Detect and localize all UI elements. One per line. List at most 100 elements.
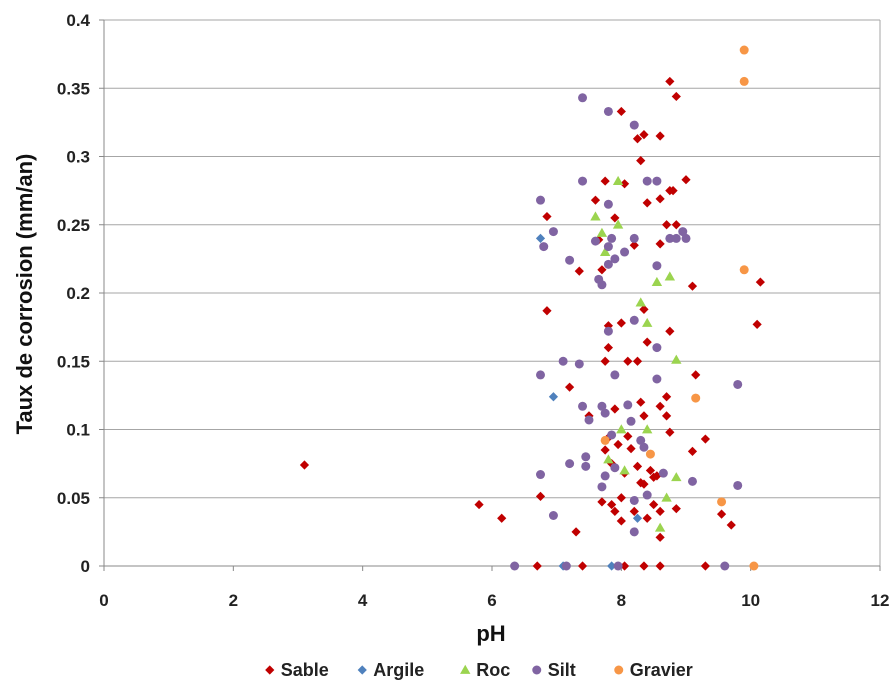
data-point-sable [600, 176, 610, 186]
data-point-sable [616, 493, 626, 503]
data-point-sable [600, 356, 610, 366]
legend-item-sable: Sable [265, 660, 329, 680]
y-tick-label: 0 [81, 557, 90, 576]
data-point-roc [664, 271, 676, 281]
data-point-silt [558, 356, 568, 366]
data-point-roc [642, 317, 653, 327]
data-point-silt [629, 233, 639, 243]
data-point-sable [639, 130, 649, 140]
data-point-sable [642, 337, 652, 347]
data-point-sable [655, 401, 665, 411]
data-point-roc [654, 522, 666, 532]
data-point-sable [665, 427, 675, 437]
data-point-sable [619, 179, 630, 189]
data-point-sable [629, 506, 639, 516]
x-tick-label: 6 [487, 591, 496, 610]
data-point-silt [629, 495, 639, 505]
data-point-sable [681, 175, 691, 185]
data-point-sable [574, 266, 584, 276]
data-point-sable [691, 370, 701, 380]
data-point-silt [561, 561, 571, 571]
data-point-sable [613, 439, 623, 450]
data-point-sable [597, 265, 607, 275]
data-point-roc [612, 219, 624, 229]
data-point-silt [578, 93, 588, 103]
data-point-sable [590, 195, 601, 205]
data-point-silt [652, 261, 662, 271]
y-tick-label: 0.2 [66, 284, 90, 303]
data-point-gravier [691, 393, 701, 403]
data-point-silt [733, 480, 743, 490]
data-point-sable [726, 520, 736, 530]
data-point-silt [574, 359, 584, 369]
data-point-sable [632, 356, 643, 366]
x-axis-title: pH [476, 621, 505, 646]
data-point-silt [642, 176, 652, 186]
legend-label: Silt [548, 660, 576, 680]
legend-item-roc: Roc [460, 660, 510, 680]
data-point-sable [597, 497, 607, 507]
data-point-silt [626, 416, 636, 426]
legend-marker-silt [532, 665, 542, 675]
data-point-sable [565, 382, 575, 392]
data-point-silt [565, 459, 575, 469]
legend-label: Argile [373, 660, 424, 680]
data-point-sable [571, 527, 581, 537]
data-point-silt [510, 561, 520, 571]
legend-label: Gravier [630, 660, 693, 680]
data-point-roc [642, 424, 653, 434]
data-point-silt [581, 461, 591, 471]
gridlines [104, 19, 880, 499]
data-point-sable [623, 431, 633, 441]
data-point-sable [610, 213, 620, 223]
data-point-sable [655, 532, 665, 542]
series-silt [510, 93, 743, 571]
data-point-sable [665, 326, 675, 336]
x-tick-label: 12 [871, 591, 890, 610]
legend-marker-sable [265, 665, 275, 675]
data-point-silt [681, 233, 691, 243]
data-point-sable [636, 397, 646, 407]
data-point-sable [616, 516, 626, 526]
data-point-sable [652, 471, 662, 481]
y-tick-label: 0.25 [57, 216, 90, 235]
data-point-silt [613, 561, 623, 571]
data-point-sable [629, 240, 639, 250]
data-point-silt [597, 280, 607, 290]
data-point-silt [623, 400, 633, 410]
data-point-sable [668, 186, 678, 196]
data-point-sable [626, 444, 636, 454]
data-point-roc [671, 472, 682, 482]
data-point-gravier [645, 449, 655, 459]
legend-marker-roc [460, 664, 471, 674]
data-point-silt [565, 255, 575, 265]
data-point-silt [603, 259, 613, 269]
tick-labels: 0 0.05 0.1 0.15 0.2 0.25 0.3 0.35 0.4 0 2 4 6 8 10 12 [57, 11, 890, 610]
data-point-sable [623, 356, 633, 366]
data-point-gravier [749, 561, 759, 571]
x-tick-label: 0 [99, 591, 108, 610]
data-point-sable [616, 106, 626, 117]
data-point-sable [755, 277, 765, 287]
data-point-sable [700, 561, 710, 571]
data-point-silt [600, 408, 610, 418]
y-tick-label: 0.05 [57, 489, 90, 508]
legend-item-gravier: Gravier [614, 660, 693, 680]
data-point-sable [619, 561, 630, 571]
data-point-silt [642, 490, 652, 500]
data-point-sable [535, 491, 546, 501]
data-point-roc [590, 211, 601, 221]
data-point-silt [687, 476, 697, 486]
data-point-sable [542, 306, 552, 316]
data-point-silt [610, 254, 620, 264]
data-point-silt [671, 233, 681, 243]
data-point-sable [642, 513, 652, 523]
data-point-sable [752, 319, 762, 329]
data-point-silt [658, 468, 668, 478]
data-point-sable [687, 281, 698, 291]
data-point-sable [687, 446, 698, 456]
data-point-sable [497, 513, 507, 523]
y-tick-label: 0.15 [57, 352, 90, 371]
series-sable [299, 76, 765, 571]
data-point-silt [578, 401, 588, 411]
